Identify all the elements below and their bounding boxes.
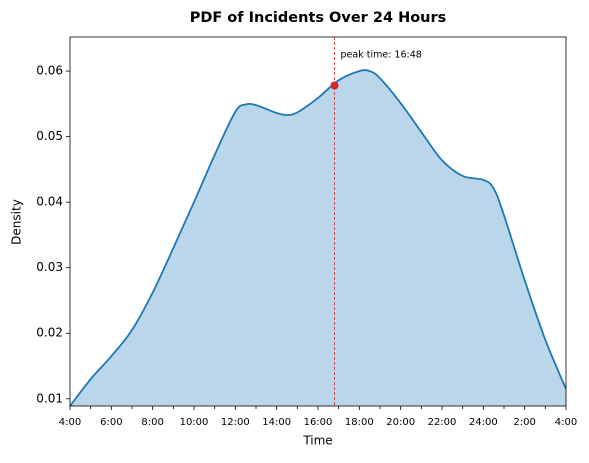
- y-tick-label: 0.01: [36, 391, 63, 405]
- density-line: [70, 69, 566, 406]
- x-tick-label: 4:00: [555, 417, 577, 428]
- peak-annotation: peak time: 16:48: [341, 50, 422, 61]
- x-tick-label: 10:00: [180, 417, 209, 428]
- y-tick-label: 0.06: [36, 64, 63, 78]
- x-tick-label: 12:00: [221, 417, 250, 428]
- y-tick-label: 0.04: [36, 195, 63, 209]
- x-tick-label: 6:00: [100, 417, 122, 428]
- y-tick-label: 0.03: [36, 260, 63, 274]
- x-tick-label: 24:00: [469, 417, 498, 428]
- peak-point: [330, 81, 339, 90]
- plot: [70, 69, 566, 406]
- x-tick-label: 2:00: [513, 417, 535, 428]
- x-tick-label: 20:00: [386, 417, 415, 428]
- y-tick-label: 0.02: [36, 326, 63, 340]
- chart-title: PDF of Incidents Over 24 Hours: [190, 10, 447, 26]
- x-tick-label: 8:00: [141, 417, 163, 428]
- x-tick-label: 14:00: [262, 417, 291, 428]
- x-tick-label: 4:00: [59, 417, 81, 428]
- y-axis-label: Density: [10, 199, 24, 245]
- x-tick-label: 16:00: [304, 417, 333, 428]
- y-tick-label: 0.05: [36, 129, 63, 143]
- x-axis-label: Time: [302, 434, 332, 448]
- area-fill: [70, 70, 566, 406]
- x-tick-label: 22:00: [428, 417, 457, 428]
- x-tick-label: 18:00: [345, 417, 374, 428]
